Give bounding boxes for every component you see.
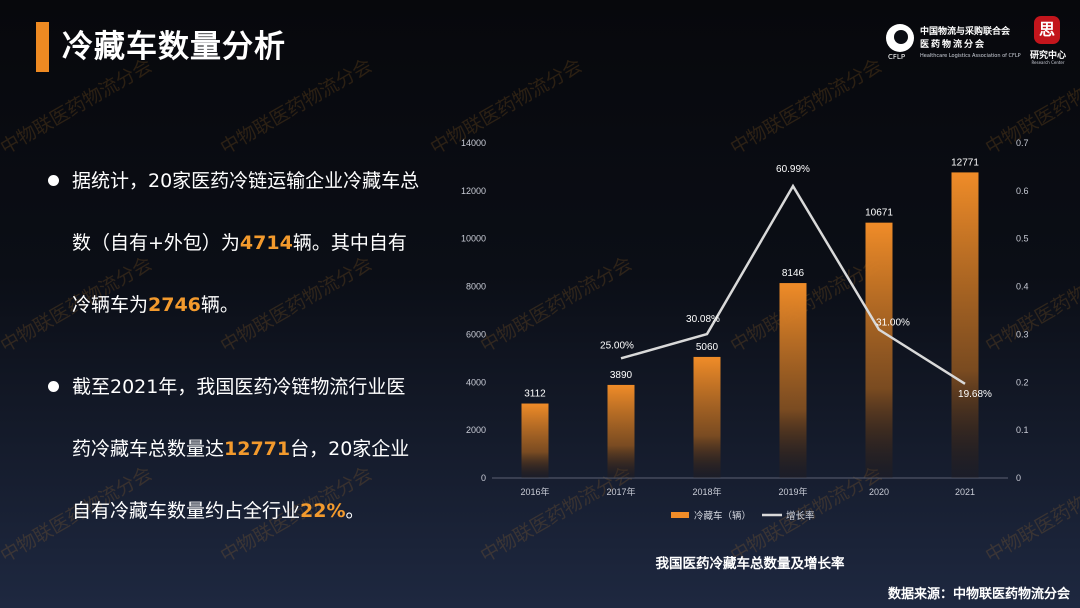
org-english-name: Healthcare Logistics Association of CFLP [920,53,1021,59]
growth-rate-label: 30.08% [686,314,720,325]
x-axis-tick-label: 2018年 [692,486,721,497]
highlight-number: 2746 [148,294,201,316]
y-axis-tick-label: 6000 [466,329,486,339]
x-axis-tick-label: 2020 [869,487,889,497]
bar [779,283,807,478]
org-abbreviation: CFLP [888,53,906,61]
y2-axis-tick-label: 0.7 [1016,138,1029,148]
bullet-text: 台，20家企业自有冷藏车数量约占全行业 [72,438,410,522]
bar-data-label: 3112 [524,389,546,400]
bar [865,222,893,478]
y2-axis-tick-label: 0.5 [1016,234,1029,244]
y2-axis-tick-label: 0.3 [1016,329,1029,339]
growth-rate-label: 25.00% [600,340,634,351]
legend-bar-swatch [671,512,689,518]
y-axis-tick-label: 12000 [461,186,486,196]
bullet-text: 据统计，20家医药冷链运输企业冷藏车总数（自有+外包）为 [72,170,420,254]
highlight-number: 22% [300,500,346,522]
bar-data-label: 10671 [865,208,893,219]
org-name-line1: 中国物流与采购联合会 [920,27,1011,37]
y-axis-tick-label: 2000 [466,425,486,435]
growth-rate-line [620,183,966,385]
growth-rate-label: 31.00% [876,318,910,329]
bar [693,356,721,478]
bar [607,384,635,478]
y2-axis-tick-label: 0.6 [1016,186,1029,196]
x-axis-tick-label: 2021 [955,487,975,497]
bullet-text: 。 [345,500,365,522]
highlight-number: 12771 [224,438,291,460]
bullet-paragraph: 截至2021年，我国医药冷链物流行业医药冷藏车总数量达12771台，20家企业自… [44,356,424,542]
chart-title: 我国医药冷藏车总数量及增长率 [656,555,845,572]
bar [951,172,979,479]
bullet-text: 截至2021年，我国医药冷链物流行业医药冷藏车总数量达 [72,376,406,460]
chart: 0 2000 4000 6000 8000 10000 12000 14000 0 0.1 0.2 0… [461,138,1029,572]
research-seal-icon: 思 [1034,16,1060,44]
growth-rate-label: 19.68% [958,389,992,400]
legend-line-label: 增长率 [786,510,815,522]
cflp-emblem-icon [886,24,914,52]
x-axis-tick-label: 2019年 [778,486,807,497]
y2-axis-tick-label: 0 [1016,473,1021,483]
y-axis-tick-label: 10000 [461,234,486,244]
y-axis-tick-label: 14000 [461,138,486,148]
x-axis-tick-label: 2017年 [606,486,635,497]
research-center-logo: 思 研究中心 Research Center [1026,16,1070,66]
growth-rate-label: 60.99% [776,164,810,175]
page-title: 冷藏车数量分析 [62,29,286,65]
y-axis-tick-label: 0 [481,473,486,483]
cflp-logo: 中国物流与采购联合会 医药物流分会 CFLP Healthcare Logist… [884,16,1024,64]
bullet-paragraph: 据统计，20家医药冷链运输企业冷藏车总数（自有+外包）为4714辆。其中自有冷辆… [44,150,424,336]
x-axis-tick-label: 2016年 [520,486,549,497]
bar-data-label: 3890 [610,370,633,381]
bullet-dot-icon [48,175,59,186]
y2-axis-tick-label: 0.4 [1016,282,1029,292]
highlight-number: 4714 [239,232,293,254]
y2-axis-tick-label: 0.2 [1016,377,1029,387]
bar-data-label: 8146 [782,268,805,279]
data-source: 数据来源：中物联医药物流分会 [887,587,1070,602]
y2-axis-tick-label: 0.1 [1016,425,1029,435]
bar [521,403,549,478]
title-accent-bar [36,22,49,72]
org-name-line2: 医药物流分会 [920,40,987,50]
research-center-sublabel: Research Center [1031,60,1065,65]
bullet-text: 辆。其中自有冷辆车为 [72,232,407,316]
bar-data-label: 5060 [696,342,719,353]
bullet-dot-icon [48,381,59,392]
bullet-list: 据统计，20家医药冷链运输企业冷藏车总数（自有+外包）为4714辆。其中自有冷辆… [44,150,424,542]
research-center-label: 研究中心 [1029,51,1066,61]
bullet-text: 辆。 [200,294,239,316]
bar-data-label: 12771 [951,157,979,168]
y-axis-tick-label: 4000 [466,377,486,387]
y-axis-tick-label: 8000 [466,282,486,292]
legend-bar-label: 冷藏车（辆） [694,510,751,522]
